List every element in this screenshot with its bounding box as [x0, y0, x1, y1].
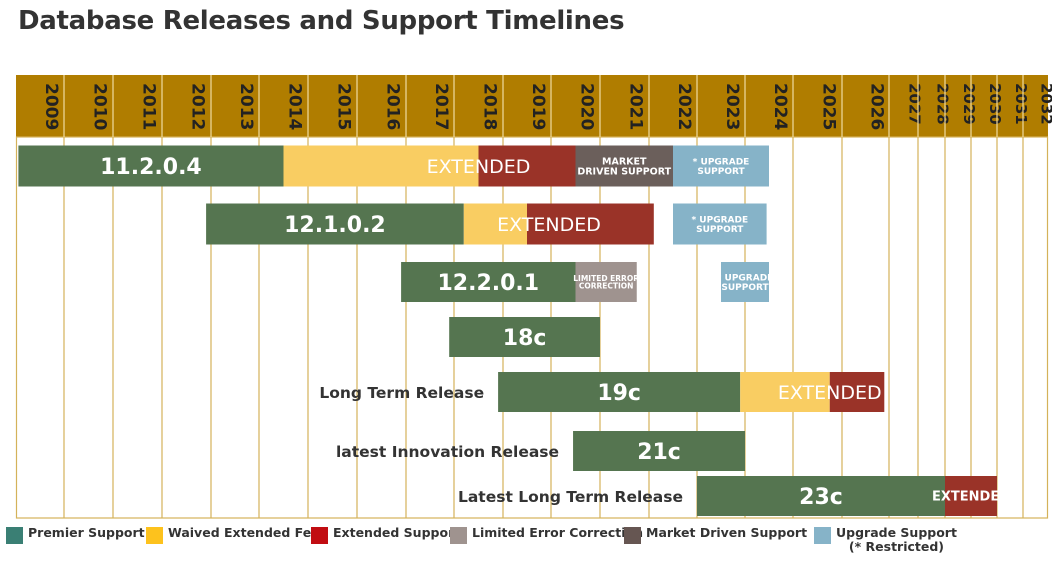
legend: Premier Support Waived Extended Fee Extend… — [6, 526, 1052, 560]
year-label-2018: 2018 — [480, 83, 500, 130]
bar-19c-extended-2 — [829, 372, 885, 412]
bar-12-1-0-2-premier-0 — [206, 203, 464, 245]
bar-label-12-2-0-1-0: 12.2.0.1 — [437, 271, 539, 296]
year-label-2017: 2017 — [431, 83, 451, 130]
year-label-2012: 2012 — [188, 83, 208, 130]
year-label-2031: 2031 — [1012, 83, 1030, 125]
bar-label-19c-2: EXTENDED — [778, 382, 882, 404]
legend-item-upgrade: Upgrade Support (* Restricted) — [814, 526, 957, 554]
bar-12-2-0-1-upgrade-2 — [721, 262, 769, 302]
bar-label-12-1-0-2-2: EXTENDED — [497, 214, 601, 236]
legend-label-upgrade: Upgrade Support (* Restricted) — [836, 525, 957, 554]
row-label-21c: latest Innovation Release — [336, 443, 559, 461]
year-label-2030: 2030 — [986, 83, 1004, 125]
page-title: Database Releases and Support Timelines — [18, 6, 625, 36]
year-label-2016: 2016 — [383, 83, 403, 130]
release-row-21c: 21c — [573, 431, 745, 471]
year-label-2032: 2032 — [1038, 83, 1052, 125]
year-label-2024: 2024 — [770, 83, 790, 130]
legend-label-market: Market Driven Support — [646, 525, 808, 540]
release-row-11-2-0-4: 11.2.0.4 EXTENDED MARKET DRIVEN SUPPORT * UP… — [18, 145, 769, 187]
bar-label-12-1-0-2-3: * UPGRADE SUPPORT — [691, 216, 748, 235]
release-row-18c: 18c — [449, 317, 600, 357]
year-label-2014: 2014 — [285, 83, 305, 130]
year-label-2022: 2022 — [674, 83, 694, 130]
bar-23c-premier-0 — [697, 476, 945, 516]
bar-label-12-2-0-1-1: LIMITED ERROR CORRECTION — [573, 274, 639, 291]
bar-label-23c-0: 23c — [799, 485, 843, 510]
gantt-chart: 2009 2010 2011 2012 2013 2014 2015 2016 2017 2018… — [15, 75, 1052, 519]
legend-item-premier: Premier Support — [6, 526, 145, 544]
legend-swatch-upgrade — [814, 527, 831, 544]
year-label-2029: 2029 — [960, 83, 978, 125]
bar-18c-premier-0 — [449, 317, 600, 357]
bar-21c-premier-0 — [573, 431, 745, 471]
legend-item-extended: Extended Support — [311, 526, 460, 544]
bar-19c-premier-0 — [498, 372, 741, 412]
plot-border — [15, 136, 1049, 519]
bar-11-2-0-4-extended-2 — [478, 145, 576, 187]
release-row-23c: 23c EXTENDED — [697, 476, 1010, 516]
bar-12-2-0-1-limited-1 — [575, 262, 637, 302]
legend-swatch-waived — [146, 527, 163, 544]
bar-11-2-0-4-market-3 — [575, 145, 673, 187]
year-label-2015: 2015 — [334, 83, 354, 130]
bar-label-23c-1: EXTENDED — [932, 490, 1010, 505]
year-label-2020: 2020 — [577, 83, 597, 130]
legend-item-limited: Limited Error Correction — [450, 526, 643, 544]
bar-label-18c-0: 18c — [503, 326, 547, 351]
bar-label-11-2-0-4-1: EXTENDED — [427, 156, 531, 178]
release-row-19c: 19c EXTENDED — [498, 372, 885, 412]
year-label-2013: 2013 — [236, 83, 256, 130]
bar-19c-waived-1 — [740, 372, 830, 412]
year-header-band — [16, 75, 1048, 137]
legend-item-waived: Waived Extended Fee — [146, 526, 320, 544]
bar-11-2-0-4-upgrade-4 — [673, 145, 769, 187]
bar-label-12-1-0-2-0: 12.1.0.2 — [284, 213, 386, 238]
legend-label-extended: Extended Support — [333, 525, 461, 540]
year-label-2009: 2009 — [41, 83, 61, 130]
year-label-2019: 2019 — [528, 83, 548, 130]
legend-label-waived: Waived Extended Fee — [168, 525, 320, 540]
legend-item-market: Market Driven Support — [624, 526, 807, 544]
bar-label-21c-0: 21c — [637, 440, 681, 465]
bar-12-1-0-2-extended-2 — [527, 203, 654, 245]
legend-label-premier: Premier Support — [28, 525, 145, 540]
bar-12-1-0-2-upgrade-3 — [673, 203, 767, 245]
year-label-2011: 2011 — [139, 83, 159, 130]
bar-label-11-2-0-4-4: * UPGRADE SUPPORT — [693, 158, 750, 177]
bar-12-1-0-2-waived-1 — [463, 203, 527, 245]
year-label-2025: 2025 — [819, 83, 839, 130]
legend-swatch-limited — [450, 527, 467, 544]
bar-12-2-0-1-premier-0 — [401, 262, 576, 302]
legend-swatch-premier — [6, 527, 23, 544]
release-row-12-1-0-2: 12.1.0.2 EXTENDED * UPGRADE SUPPORT — [206, 203, 767, 245]
bar-label-19c-0: 19c — [597, 381, 641, 406]
legend-label-limited: Limited Error Correction — [472, 525, 644, 540]
legend-swatch-market — [624, 527, 641, 544]
bar-11-2-0-4-waived-1 — [283, 145, 479, 187]
year-label-2021: 2021 — [626, 83, 646, 130]
year-label-2010: 2010 — [90, 83, 110, 130]
year-label-2027: 2027 — [906, 83, 924, 125]
row-label-19c: Long Term Release — [319, 384, 484, 402]
release-row-12-2-0-1: 12.2.0.1 LIMITED ERROR CORRECTION * UPGRADE… — [401, 262, 773, 302]
bar-label-11-2-0-4-3: MARKET DRIVEN SUPPORT — [577, 156, 671, 177]
bar-23c-extended-1 — [945, 476, 997, 516]
bar-11-2-0-4-premier-0 — [18, 145, 284, 187]
row-label-23c: Latest Long Term Release — [458, 488, 683, 506]
legend-swatch-extended — [311, 527, 328, 544]
year-label-2023: 2023 — [722, 83, 742, 130]
year-label-2028: 2028 — [934, 83, 952, 125]
year-label-2026: 2026 — [867, 83, 887, 130]
bar-label-11-2-0-4-0: 11.2.0.4 — [100, 155, 202, 180]
bar-label-12-2-0-1-2: * UPGRADE SUPPORT — [717, 274, 774, 293]
